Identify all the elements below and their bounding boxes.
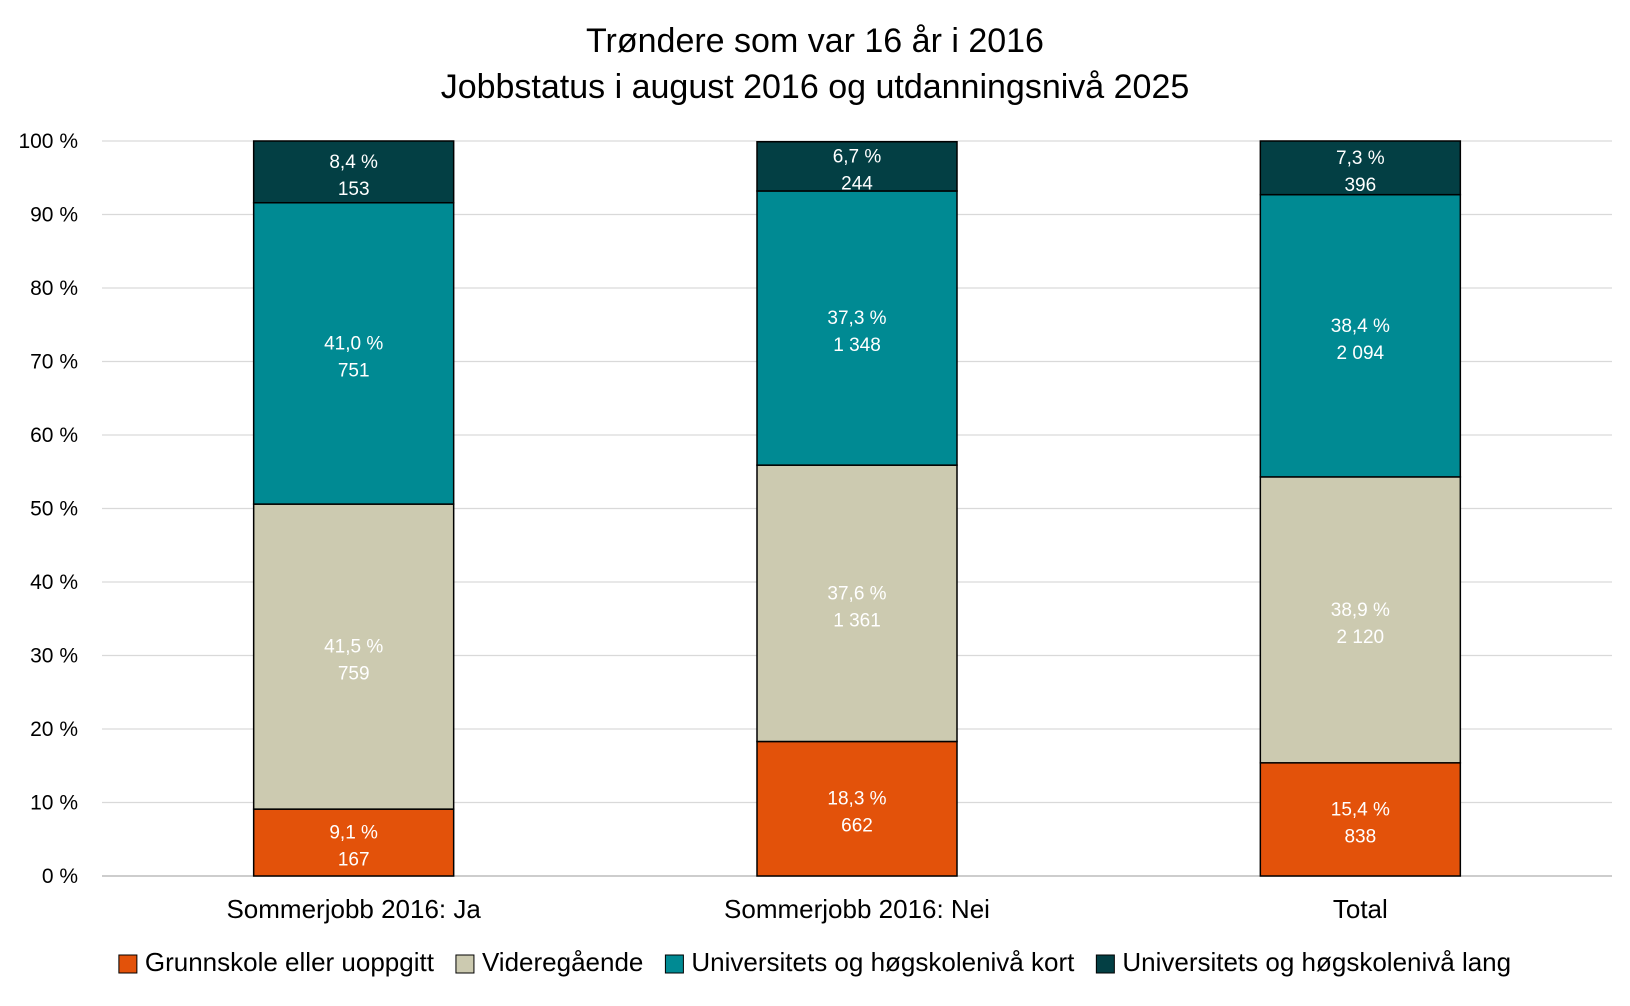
x-category-label: Sommerjobb 2016: Ja (226, 894, 481, 924)
y-tick-label: 0 % (42, 865, 78, 888)
y-tick-label: 20 % (30, 718, 78, 741)
bar-stack: 15,4 % 838 38,9 % 2 120 38,4 % 2 094 7,3 % 396 (1259, 140, 1462, 877)
data-label-percent: 37,6 % (827, 583, 886, 604)
bar-segment (252, 503, 455, 810)
data-label-count: 167 (338, 850, 370, 871)
legend-swatch (118, 954, 138, 974)
data-label-count: 1 348 (833, 335, 881, 356)
bar-segment (756, 740, 958, 877)
y-tick-label: 60 % (30, 424, 78, 447)
data-label-count: 2 094 (1337, 343, 1385, 364)
data-label-count: 751 (338, 360, 370, 381)
legend-label: Universitets og høgskolenivå lang (1122, 947, 1511, 977)
bar-stack: 18,3 % 662 37,6 % 1 361 37,3 % 1 348 6,7 % 244 (756, 140, 958, 877)
y-tick-label: 100 % (18, 130, 78, 153)
legend-item: Grunnskole eller uoppgitt (118, 947, 435, 977)
y-tick-label: 50 % (30, 498, 78, 521)
bar-segment (756, 190, 958, 466)
data-label-percent: 41,0 % (324, 333, 383, 354)
y-tick-label: 10 % (30, 792, 78, 815)
data-label-percent: 15,4 % (1331, 799, 1390, 820)
y-axis-ticks: 0 % 10 % 20 % 30 % 40 % 50 % 60 % 70 % 80 % 90 % 1… (18, 130, 78, 888)
data-label-count: 662 (841, 816, 873, 837)
data-label-percent: 38,9 % (1331, 600, 1390, 621)
bar-segment (252, 808, 455, 877)
bar-segment (1259, 140, 1462, 196)
legend-item: Videregående (455, 947, 643, 977)
data-label-count: 838 (1344, 826, 1376, 847)
legend-label: Videregående (482, 947, 643, 977)
legend: Grunnskole eller uoppgitt Videregående Uni… (118, 947, 1511, 977)
x-axis-categories: Sommerjobb 2016: Ja Sommerjobb 2016: Nei T… (226, 894, 1387, 924)
legend-item: Universitets og høgskolenivå lang (1095, 947, 1511, 977)
bar-segment (1259, 476, 1462, 764)
data-label-percent: 18,3 % (827, 789, 886, 810)
legend-label: Universitets og høgskolenivå kort (691, 947, 1075, 977)
x-category-label: Total (1333, 894, 1388, 924)
data-label-percent: 9,1 % (329, 823, 378, 844)
y-tick-label: 70 % (30, 351, 78, 374)
legend-swatch (1095, 954, 1115, 974)
legend-swatch (664, 954, 684, 974)
y-tick-label: 80 % (30, 277, 78, 300)
bar-stack: 9,1 % 167 41,5 % 759 41,0 % 751 8,4 % 153 (252, 140, 455, 877)
bar-segment (756, 140, 958, 192)
bars: 9,1 % 167 41,5 % 759 41,0 % 751 8,4 % 153 18,3 %… (252, 140, 1462, 877)
data-label-count: 2 120 (1337, 627, 1385, 648)
data-label-percent: 38,4 % (1331, 316, 1390, 337)
legend-item: Universitets og høgskolenivå kort (664, 947, 1075, 977)
y-tick-label: 90 % (30, 204, 78, 227)
data-label-percent: 41,5 % (324, 637, 383, 658)
y-tick-label: 40 % (30, 571, 78, 594)
data-label-count: 396 (1344, 175, 1376, 196)
chart-title-line-2: Jobbstatus i august 2016 og utdanningsni… (441, 68, 1190, 106)
y-tick-label: 30 % (30, 645, 78, 668)
data-label-percent: 6,7 % (833, 146, 882, 167)
legend-label: Grunnskole eller uoppgitt (145, 947, 435, 977)
data-label-count: 1 361 (833, 610, 881, 631)
data-label-percent: 7,3 % (1336, 148, 1385, 169)
data-label-count: 153 (338, 179, 370, 200)
chart-title-line-1: Trøndere som var 16 år i 2016 (586, 22, 1044, 60)
x-category-label: Sommerjobb 2016: Nei (724, 894, 990, 924)
legend-swatch (455, 954, 475, 974)
data-label-count: 244 (841, 173, 873, 194)
bar-segment (756, 464, 958, 743)
bar-segment (252, 140, 455, 204)
bar-segment (1259, 193, 1462, 478)
data-label-percent: 37,3 % (827, 308, 886, 329)
data-label-percent: 8,4 % (329, 152, 378, 173)
data-label-count: 759 (338, 664, 370, 685)
